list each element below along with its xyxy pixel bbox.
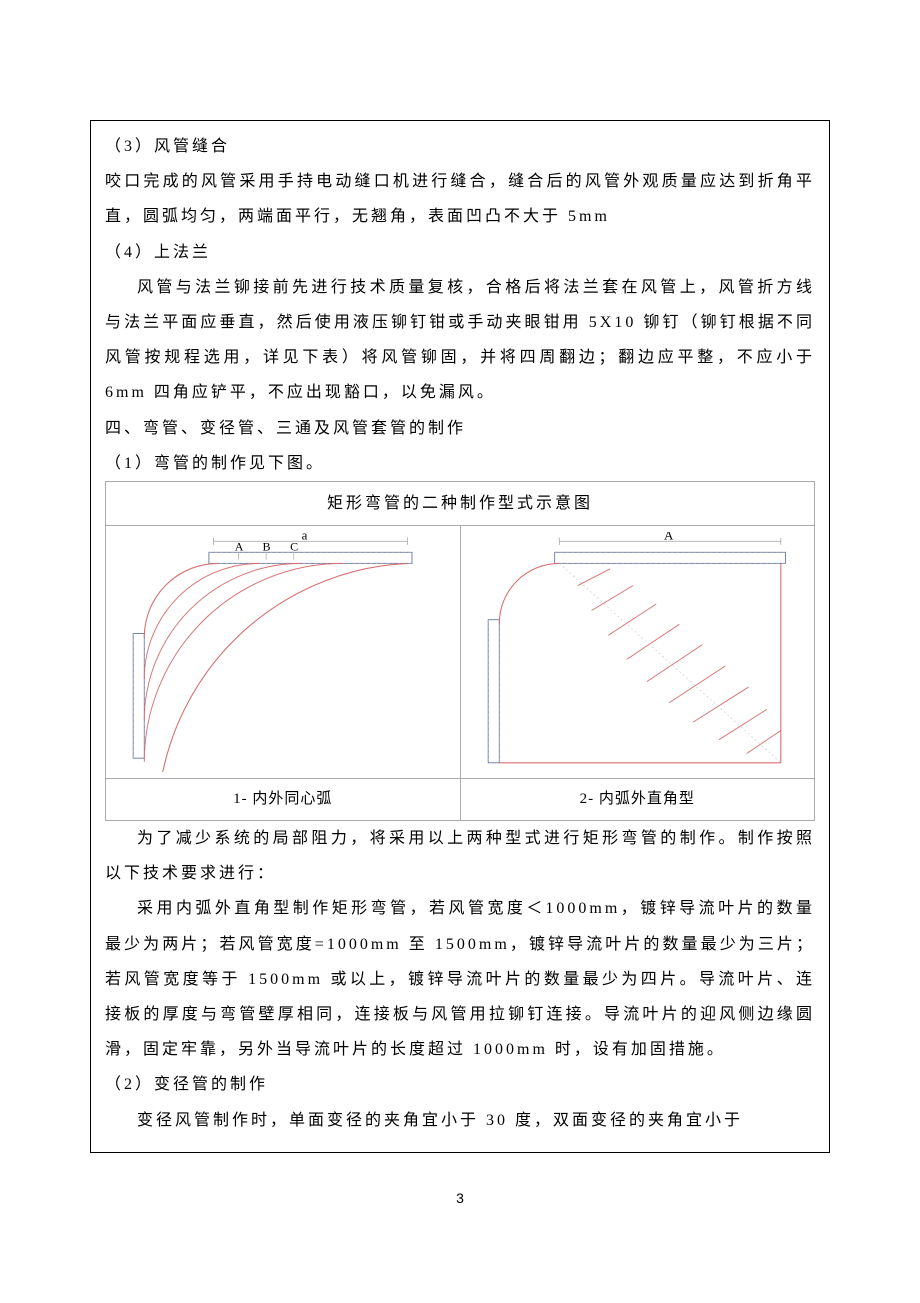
page-number: 3: [90, 1183, 830, 1214]
diagram-container: 矩形弯管的二种制作型式示意图 a: [105, 481, 815, 821]
dim-label-a: a: [302, 532, 311, 542]
diagram-title: 矩形弯管的二种制作型式示意图: [105, 481, 815, 526]
caption-left: 1- 内外同心弧: [106, 779, 461, 820]
paragraph-after-diagram-2: 采用内弧外直角型制作矩形弯管，若风管宽度＜1000mm，镀锌导流叶片的数量最少为…: [105, 891, 815, 1067]
label-A: A: [235, 540, 246, 554]
paragraph-after-diagram-1: 为了减少系统的局部阻力，将采用以上两种型式进行矩形弯管的制作。制作按照以下技术要…: [105, 821, 815, 891]
section-4-title: 四、弯管、变径管、三通及风管套管的制作: [105, 411, 815, 446]
diagram-caption-row: 1- 内外同心弧 2- 内弧外直角型: [105, 778, 815, 821]
caption-right: 2- 内弧外直角型: [461, 779, 815, 820]
dim-label-A-right: A: [664, 532, 676, 542]
diagram-left-cell: a A B C: [106, 526, 461, 778]
item-2-label: （2）变径管的制作: [105, 1067, 815, 1102]
diagram-right-cell: A: [461, 526, 815, 778]
paragraph-seam: 咬口完成的风管采用手持电动缝口机进行缝合，缝合后的风管外观质量应达到折角平直，圆…: [105, 164, 815, 234]
diagram-row: a A B C: [105, 526, 815, 778]
item-3-label: （3）风管缝合: [105, 129, 815, 164]
label-C: C: [290, 540, 301, 554]
item-1-label: （1）弯管的制作见下图。: [105, 446, 815, 481]
document-body-frame: （3）风管缝合 咬口完成的风管采用手持电动缝口机进行缝合，缝合后的风管外观质量应…: [90, 120, 830, 1153]
diagram-concentric-arcs: a A B C: [112, 532, 454, 772]
diagram-inner-arc-outer-right: A: [467, 532, 809, 772]
item-4-label: （4）上法兰: [105, 235, 815, 270]
paragraph-flange: 风管与法兰铆接前先进行技术质量复核，合格后将法兰套在风管上，风管折方线与法兰平面…: [105, 270, 815, 411]
label-B: B: [262, 540, 273, 554]
paragraph-reducer: 变径风管制作时，单面变径的夹角宜小于 30 度，双面变径的夹角宜小于: [105, 1103, 815, 1138]
